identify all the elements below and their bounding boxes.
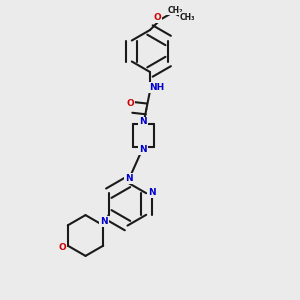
Text: O: O [127, 99, 134, 108]
Text: N: N [100, 217, 108, 226]
Text: N: N [139, 117, 147, 126]
Text: N: N [139, 145, 147, 154]
Text: N: N [125, 174, 133, 183]
Text: O: O [58, 243, 66, 252]
Text: O: O [153, 13, 161, 22]
Text: CH₂: CH₂ [167, 6, 183, 15]
Text: NH: NH [149, 83, 164, 92]
Text: CH₃: CH₃ [180, 13, 195, 22]
Text: N: N [148, 188, 155, 197]
